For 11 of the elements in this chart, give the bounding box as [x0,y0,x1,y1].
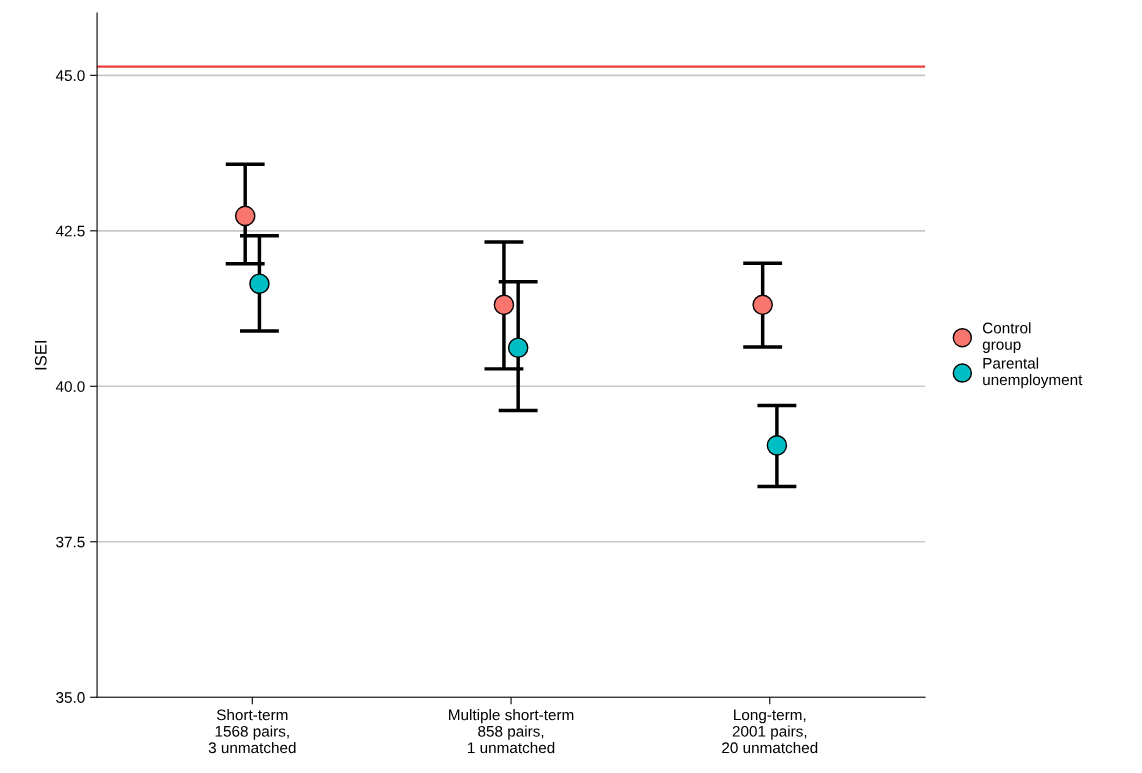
y-tick-label: 42.5 [55,225,85,237]
y-tick-label: 45.0 [55,70,85,82]
y-tick-label: 35.0 [56,692,85,703]
legend-label: Parental unemployment [983,357,1083,389]
x-tick-label: Short-term 1568 pairs, 3 unmatched [208,709,296,754]
y-axis-title: ISEI [34,340,47,370]
legend-label: Control group [982,322,1031,353]
y-tick-label: 40.0 [55,381,85,392]
x-tick-label: Long-term, 2001 pairs, 20 unmatched [722,709,818,754]
y-tick-label: 37.5 [56,536,85,548]
x-tick-label: Multiple short-term 858 pairs, 1 unmatched [449,709,574,754]
